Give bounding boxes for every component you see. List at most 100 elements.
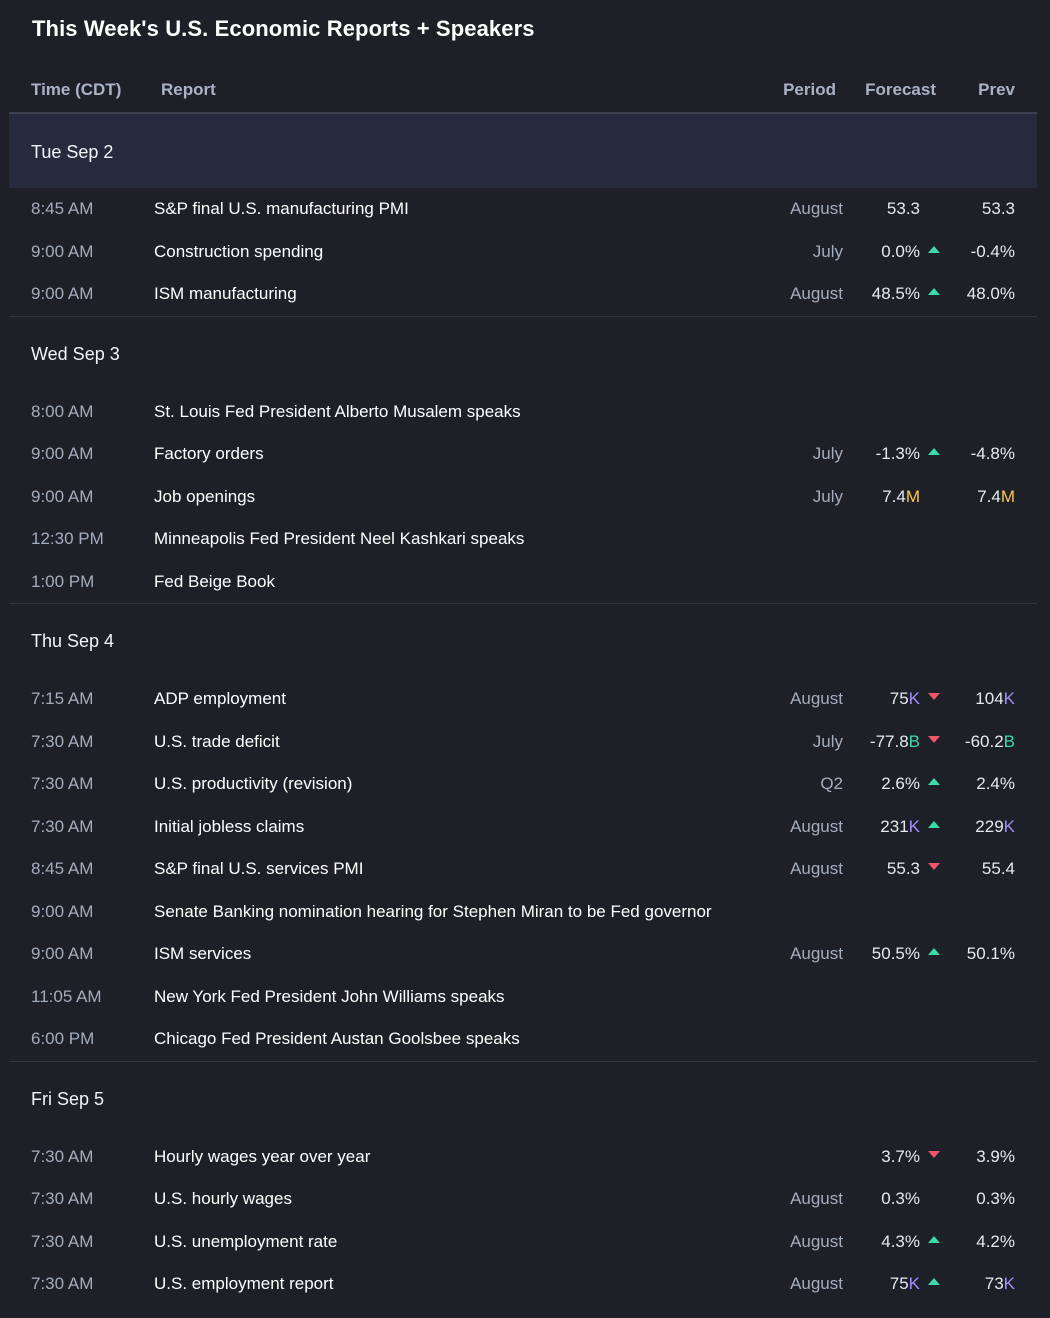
row-report[interactable]: U.S. employment report <box>154 1274 334 1293</box>
row-time: 7:30 AM <box>31 1189 94 1208</box>
row-forecast-number: -77.8 <box>869 731 909 751</box>
row-prev-number: 104 <box>975 689 1004 708</box>
row-forecast: 7.4M <box>882 487 920 507</box>
column-header-period[interactable]: Period <box>783 80 836 99</box>
table-row[interactable]: 7:30 AM U.S. employment report August 75K 73… <box>9 1263 1037 1306</box>
day-label: Thu Sep 4 <box>31 631 115 651</box>
trend-down-icon <box>928 735 940 746</box>
row-period: July <box>812 486 843 506</box>
table-row[interactable]: 7:30 AM U.S. unemployment rate August 4.3% 4… <box>9 1221 1037 1264</box>
row-forecast-unit: K <box>908 1274 920 1293</box>
table-row[interactable]: 7:30 AM Initial jobless claims August 231K 2… <box>9 806 1037 849</box>
row-prev: 7.4M <box>977 487 1015 507</box>
table-row[interactable]: 7:30 AM Hourly wages year over year 3.7% 3.… <box>9 1136 1037 1179</box>
row-report[interactable]: Hourly wages year over year <box>154 1146 371 1166</box>
trend-up-icon <box>928 1235 940 1246</box>
table-row[interactable]: 7:30 AM U.S. productivity (revision) Q2 2.6… <box>9 763 1037 806</box>
triangle-shape <box>928 820 940 828</box>
row-report[interactable]: U.S. unemployment rate <box>154 1231 338 1251</box>
triangle-shape <box>928 1235 940 1243</box>
column-header-forecast[interactable]: Forecast <box>865 80 936 99</box>
row-prev: 3.9% <box>976 1147 1015 1167</box>
column-header-prev[interactable]: Prev <box>978 80 1015 99</box>
row-forecast: 50.5% <box>872 944 920 964</box>
row-report[interactable]: U.S. trade deficit <box>154 731 280 751</box>
table-row[interactable]: 9:00 AM Senate Banking nomination hearing… <box>9 891 1037 934</box>
row-report[interactable]: Factory orders <box>154 444 264 463</box>
row-period: August <box>790 944 843 963</box>
table-row[interactable]: 6:00 PM Chicago Fed President Austan Gool… <box>9 1018 1037 1061</box>
table-row[interactable]: 9:00 AM Construction spending July 0.0% -0.4… <box>9 231 1037 274</box>
row-report[interactable]: New York Fed President John Williams spe… <box>154 986 505 1006</box>
triangle-shape <box>928 1278 940 1285</box>
row-prev: 55.4 <box>982 859 1015 879</box>
row-report[interactable]: Senate Banking nomination hearing for St… <box>154 901 712 921</box>
row-forecast-unit: K <box>908 689 920 708</box>
row-forecast: 75K <box>890 1274 920 1294</box>
row-report[interactable]: Job openings <box>154 486 256 506</box>
row-report[interactable]: ADP employment <box>154 689 286 708</box>
day-header: Tue Sep 2 <box>9 114 1037 188</box>
table-row[interactable]: 8:45 AM S&P final U.S. manufacturing PMI A… <box>9 188 1037 231</box>
trend-up-icon <box>928 245 940 256</box>
row-prev: -4.8% <box>971 444 1015 464</box>
table-row[interactable]: 8:45 AM S&P final U.S. services PMI August… <box>9 848 1037 891</box>
row-prev-number: 229 <box>975 816 1004 836</box>
row-forecast: 75K <box>890 689 920 709</box>
row-report[interactable]: U.S. productivity (revision) <box>154 774 353 793</box>
row-period: August <box>790 1274 843 1293</box>
column-header-time[interactable]: Time (CDT) <box>31 80 122 99</box>
table-row[interactable]: 8:00 AM St. Louis Fed President Alberto M… <box>9 391 1037 434</box>
row-report[interactable]: ISM manufacturing <box>154 284 297 303</box>
day-label: Wed Sep 3 <box>31 343 120 364</box>
row-prev-number: 7.4 <box>977 486 1001 506</box>
row-period: August <box>790 816 843 836</box>
trend-up-icon <box>928 1278 940 1288</box>
trend-up-icon <box>928 448 940 458</box>
row-forecast-number: 7.4 <box>882 486 906 506</box>
row-prev-number: 0.3% <box>976 1189 1015 1208</box>
table-row[interactable]: 7:15 AM ADP employment August 75K 104K <box>9 678 1037 721</box>
table-row[interactable]: 9:00 AM Factory orders July -1.3% -4.8% <box>9 433 1037 476</box>
row-prev: -60.2B <box>965 732 1015 752</box>
table-row[interactable]: 7:30 AM U.S. trade deficit July -77.8B -60.2… <box>9 721 1037 764</box>
row-report[interactable]: U.S. hourly wages <box>154 1189 292 1208</box>
table-row[interactable]: 1:00 PM Fed Beige Book <box>9 561 1037 604</box>
row-report[interactable]: Construction spending <box>154 241 324 261</box>
row-time: 9:00 AM <box>31 444 94 463</box>
table-row[interactable]: 9:00 AM ISM services August 50.5% 50.1% <box>9 933 1037 976</box>
row-prev: 2.4% <box>976 774 1015 794</box>
triangle-shape <box>928 288 940 295</box>
row-period: August <box>790 284 843 303</box>
row-forecast: 231K <box>880 817 920 837</box>
row-prev-unit: K <box>1003 816 1015 836</box>
trend-up-icon <box>928 948 940 958</box>
row-forecast-number: 0.0% <box>881 241 920 261</box>
row-prev: 50.1% <box>967 944 1015 964</box>
row-forecast-number: -1.3% <box>875 444 920 463</box>
row-report[interactable]: S&P final U.S. manufacturing PMI <box>154 199 409 218</box>
trend-down-icon <box>928 693 940 703</box>
row-report[interactable]: Minneapolis Fed President Neel Kashkari … <box>154 529 525 548</box>
triangle-shape <box>928 245 940 253</box>
row-report[interactable]: Initial jobless claims <box>154 816 305 836</box>
trend-up-icon <box>928 820 940 831</box>
row-time: 11:05 AM <box>31 986 102 1006</box>
row-report[interactable]: S&P final U.S. services PMI <box>154 859 364 878</box>
row-report[interactable]: Chicago Fed President Austan Goolsbee sp… <box>154 1029 520 1048</box>
table-row[interactable]: 9:00 AM ISM manufacturing August 48.5% 48.0% <box>9 273 1037 316</box>
row-report[interactable]: Fed Beige Book <box>154 571 275 591</box>
column-header-report[interactable]: Report <box>161 80 216 99</box>
day-label: Fri Sep 5 <box>31 1088 105 1109</box>
trend-up-icon <box>928 288 940 298</box>
table-row[interactable]: 7:30 AM U.S. hourly wages August 0.3% 0.3% <box>9 1178 1037 1221</box>
row-period: Q2 <box>820 774 843 793</box>
table-row[interactable]: 11:05 AM New York Fed President John Will… <box>9 976 1037 1019</box>
table-row[interactable]: 12:30 PM Minneapolis Fed President Neel K… <box>9 518 1037 561</box>
day-header: Wed Sep 3 <box>9 315 1037 391</box>
row-time: 8:45 AM <box>31 859 94 878</box>
table-row[interactable]: 9:00 AM Job openings July 7.4M 7.4M <box>9 476 1037 519</box>
row-report[interactable]: ISM services <box>154 944 252 963</box>
row-forecast-number: 231 <box>880 816 909 836</box>
row-report[interactable]: St. Louis Fed President Alberto Musalem … <box>154 401 521 421</box>
